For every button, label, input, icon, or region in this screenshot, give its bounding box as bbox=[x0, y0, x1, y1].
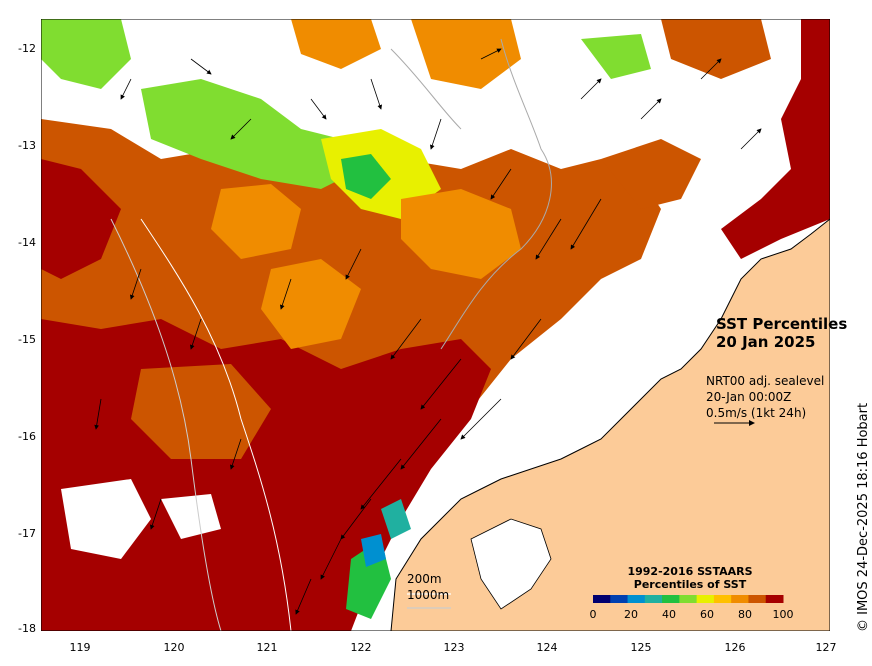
product-label: NRT00 adj. sealevel bbox=[706, 374, 825, 388]
contour-1000m-label: 1000m bbox=[407, 588, 450, 602]
colorbar-swatch bbox=[731, 595, 749, 603]
colorbar-swatch bbox=[696, 595, 715, 603]
contour-200m bbox=[140, 218, 292, 631]
lat-tick: -14 bbox=[18, 236, 36, 249]
map-date: 20 Jan 2025 bbox=[716, 333, 816, 351]
lon-tick: 124 bbox=[536, 641, 558, 654]
lon-tick: 126 bbox=[724, 641, 746, 654]
legend-tick: 100 bbox=[772, 608, 794, 621]
lat-tick: -12 bbox=[18, 42, 36, 55]
legend-tick: 60 bbox=[700, 608, 714, 621]
colorbar-swatch bbox=[748, 595, 767, 603]
colorbar-swatch bbox=[679, 595, 698, 603]
colorbar-swatch bbox=[713, 595, 732, 603]
colorbar-swatch bbox=[765, 595, 784, 603]
contour-shelf bbox=[440, 38, 552, 350]
colorbar-swatch bbox=[593, 595, 611, 603]
credit-label: © IMOS 24-Dec-2025 18:16 Hobart bbox=[856, 402, 871, 632]
lon-tick: 121 bbox=[256, 641, 278, 654]
lon-tick: 127 bbox=[815, 641, 837, 654]
legend-subtitle: Percentiles of SST bbox=[633, 578, 747, 591]
contour-1000m bbox=[110, 218, 222, 631]
current-arrows bbox=[94, 48, 762, 615]
sst-map[interactable] bbox=[41, 19, 830, 631]
sst-percentile-field bbox=[41, 19, 830, 631]
lat-tick: -18 bbox=[18, 622, 36, 635]
legend-tick: 0 bbox=[589, 608, 597, 621]
lon-tick: 122 bbox=[350, 641, 372, 654]
lat-tick: -17 bbox=[18, 527, 36, 540]
lon-tick: 123 bbox=[443, 641, 465, 654]
lat-tick: -15 bbox=[18, 333, 36, 346]
time-label: 20-Jan 00:00Z bbox=[706, 390, 792, 404]
legend-tick: 40 bbox=[662, 608, 676, 621]
land-island bbox=[470, 518, 552, 610]
colorbar-swatch bbox=[627, 595, 646, 603]
legend-title: 1992-2016 SSTAARS bbox=[627, 565, 753, 578]
legend-tick: 20 bbox=[624, 608, 638, 621]
lon-tick: 120 bbox=[163, 641, 185, 654]
legend-tick: 80 bbox=[738, 608, 752, 621]
lat-tick: -13 bbox=[18, 139, 36, 152]
colorbar-swatch bbox=[644, 595, 663, 603]
colorbar-swatch bbox=[662, 595, 680, 603]
lat-tick: -16 bbox=[18, 430, 36, 443]
contour-200m-label: 200m bbox=[407, 572, 442, 586]
contour-ne bbox=[390, 48, 462, 130]
sst-map-canvas bbox=[41, 19, 830, 631]
map-title: SST Percentiles bbox=[716, 315, 848, 333]
colorbar-swatch bbox=[610, 595, 629, 603]
lon-tick: 119 bbox=[69, 641, 91, 654]
percentile-colorbar bbox=[593, 595, 784, 603]
arrow-scale-label: 0.5m/s (1kt 24h) bbox=[706, 406, 807, 420]
lon-tick: 125 bbox=[630, 641, 652, 654]
